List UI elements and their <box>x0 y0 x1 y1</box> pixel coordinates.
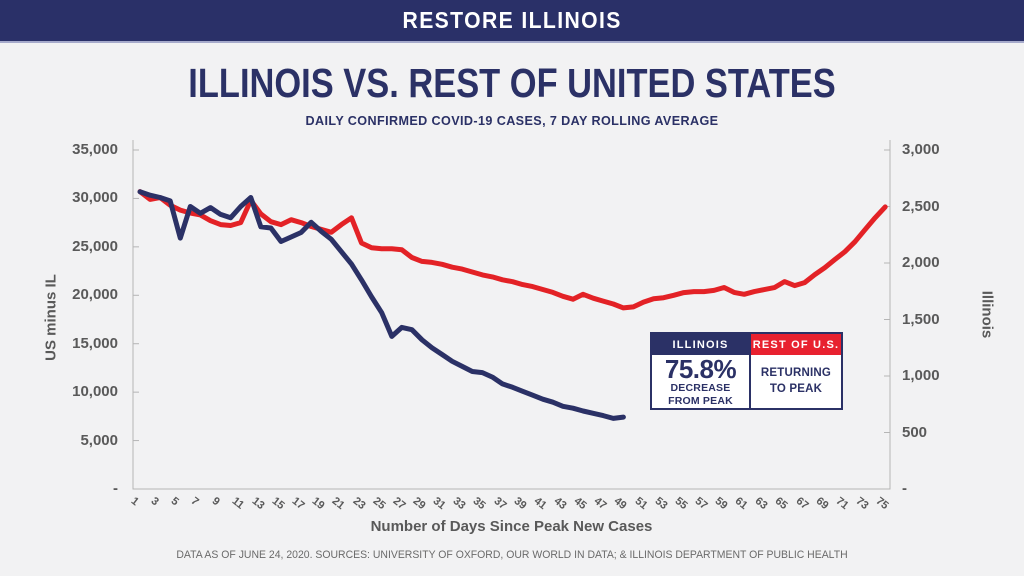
left-axis-tick-label: 20,000 <box>72 286 118 304</box>
page-title: ILLINOIS VS. REST OF UNITED STATES <box>188 60 836 106</box>
illinois-decrease-stat: 75.8% <box>664 354 737 385</box>
left-axis-tick-label: 35,000 <box>72 141 118 158</box>
rest-caption-line2: TO PEAK <box>769 382 823 395</box>
right-axis-tick-label: 1,000 <box>902 367 940 384</box>
header-title: RESTORE ILLINOIS <box>402 7 622 33</box>
left-axis-tick-label: 10,000 <box>72 383 118 401</box>
left-axis-tick-label: - <box>113 480 118 497</box>
right-axis-tick-label: - <box>902 480 907 497</box>
legend-illinois-body: 75.8% DECREASE FROM PEAK <box>652 355 749 408</box>
right-axis-tick-label: 2,500 <box>902 197 940 215</box>
source-footer: DATA AS OF JUNE 24, 2020. SOURCES: UNIVE… <box>176 549 848 561</box>
x-axis-title: Number of Days Since Peak New Cases <box>370 518 653 535</box>
legend-illinois-header: ILLINOIS <box>652 334 749 355</box>
right-axis-tick-label: 2,000 <box>902 254 940 271</box>
page-subtitle: DAILY CONFIRMED COVID-19 CASES, 7 DAY RO… <box>305 113 719 128</box>
series-line-illinois <box>137 189 626 421</box>
series-line-rest-of-us <box>137 189 888 311</box>
illinois-caption: DECREASE FROM PEAK <box>668 382 733 406</box>
header-bar: RESTORE ILLINOIS <box>0 0 1024 43</box>
left-axis-tick-label: 30,000 <box>72 189 118 207</box>
illinois-caption-line2: FROM PEAK <box>668 394 733 407</box>
legend-callout-box: ILLINOIS REST OF U.S. 75.8% DECREASE FRO… <box>650 332 843 410</box>
right-axis-tick-label: 500 <box>902 423 928 441</box>
left-axis-tick-label: 25,000 <box>72 237 118 255</box>
legend-rest-of-us-header: REST OF U.S. <box>749 334 841 355</box>
right-axis-title: Illinois <box>978 290 996 339</box>
illinois-caption-line1: DECREASE <box>670 382 731 395</box>
left-axis-tick-label: 15,000 <box>72 334 118 352</box>
rest-of-us-caption: RETURNING TO PEAK <box>761 366 831 397</box>
right-axis-tick-label: 1,500 <box>902 310 940 328</box>
rest-caption-line1: RETURNING <box>760 366 832 379</box>
right-axis-tick-label: 3,000 <box>902 141 940 158</box>
left-axis-tick-label: 5,000 <box>80 431 118 449</box>
legend-rest-of-us-body: RETURNING TO PEAK <box>749 355 841 408</box>
